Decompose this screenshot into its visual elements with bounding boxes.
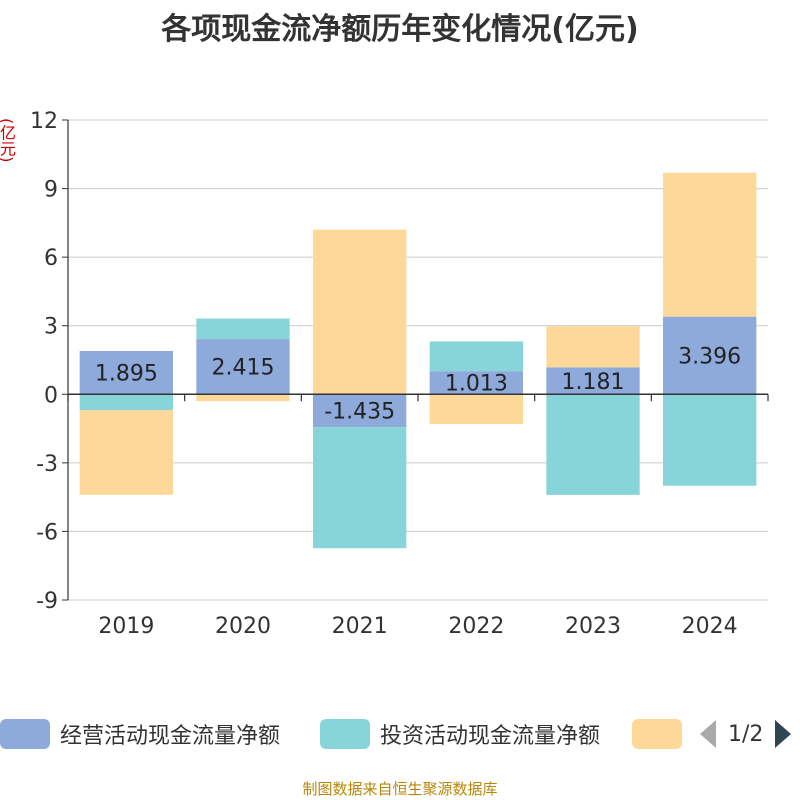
- data-label-2022: 1.013: [445, 372, 508, 397]
- legend-swatch-operating: [0, 719, 50, 749]
- bar-operating-2023[interactable]: [546, 367, 640, 395]
- bar-operating-2021[interactable]: [313, 394, 407, 428]
- x-tick-label: 2024: [682, 614, 738, 639]
- bar-investing-2020[interactable]: [196, 318, 290, 340]
- bar-financing-2024[interactable]: [663, 172, 757, 317]
- x-tick-label: 2023: [565, 614, 621, 639]
- y-tick-label: -3: [36, 452, 58, 477]
- data-label-2020: 2.415: [212, 356, 275, 381]
- legend-label-operating: 经营活动现金流量净额: [60, 724, 281, 749]
- bar-investing-2022[interactable]: [429, 341, 523, 372]
- bar-financing-2022[interactable]: [429, 394, 523, 424]
- chart-title: 各项现金流净额历年变化情况(亿元): [161, 12, 639, 47]
- bar-investing-2021[interactable]: [313, 427, 407, 549]
- y-tick-label: 6: [44, 246, 58, 271]
- legend-label-investing: 投资活动现金流量净额: [380, 724, 601, 749]
- y-tick-label: -6: [36, 520, 58, 545]
- data-label-2024: 3.396: [678, 344, 741, 369]
- bar-operating-2024[interactable]: [663, 316, 757, 395]
- legend-next-icon[interactable]: [775, 720, 792, 748]
- legend-swatch-financing: [632, 719, 682, 749]
- bar-financing-2020[interactable]: [196, 394, 290, 402]
- legend-item-financing[interactable]: [632, 714, 682, 754]
- bar-operating-2019[interactable]: [79, 350, 173, 395]
- source-note: 制图数据来自恒生聚源数据库: [302, 780, 498, 798]
- data-label-2021: -1.435: [324, 400, 395, 425]
- y-tick-label: 0: [44, 383, 58, 408]
- data-label-2023: 1.181: [562, 370, 625, 395]
- bar-financing-2023[interactable]: [546, 326, 640, 368]
- y-tick-label: 9: [44, 178, 58, 203]
- legend-item-investing[interactable]: 投资活动现金流量净额: [320, 714, 600, 754]
- data-label-2019: 1.895: [95, 362, 158, 387]
- bar-investing-2024[interactable]: [663, 394, 757, 486]
- legend: 经营活动现金流量净额 投资活动现金流量净额 1/2: [0, 714, 800, 754]
- bar-investing-2019[interactable]: [79, 394, 173, 411]
- y-tick-label: -9: [36, 589, 58, 614]
- legend-prev-icon[interactable]: [700, 720, 716, 748]
- bar-operating-2020[interactable]: [196, 339, 290, 395]
- x-tick-label: 2021: [332, 614, 388, 639]
- bar-investing-2023[interactable]: [546, 394, 640, 495]
- legend-pager: 1/2: [700, 714, 792, 754]
- bar-financing-2021[interactable]: [313, 229, 407, 395]
- x-tick-label: 2022: [448, 614, 504, 639]
- x-tick-label: 2020: [215, 614, 271, 639]
- legend-item-operating[interactable]: 经营活动现金流量净额: [0, 714, 280, 754]
- chart-plot: -9 -6 -3 0 3 6 9 12 2019 2020 2021 2022 2023 2024 1.8…: [30, 109, 769, 639]
- y-axis-unit: (亿元): [0, 118, 16, 163]
- legend-swatch-investing: [320, 719, 370, 749]
- y-tick-label: 12: [30, 109, 58, 134]
- legend-page-indicator: 1/2: [728, 721, 764, 747]
- bar-operating-2022[interactable]: [429, 371, 523, 395]
- bar-financing-2019[interactable]: [79, 410, 173, 495]
- x-tick-label: 2019: [98, 614, 154, 639]
- y-tick-label: 3: [44, 315, 58, 340]
